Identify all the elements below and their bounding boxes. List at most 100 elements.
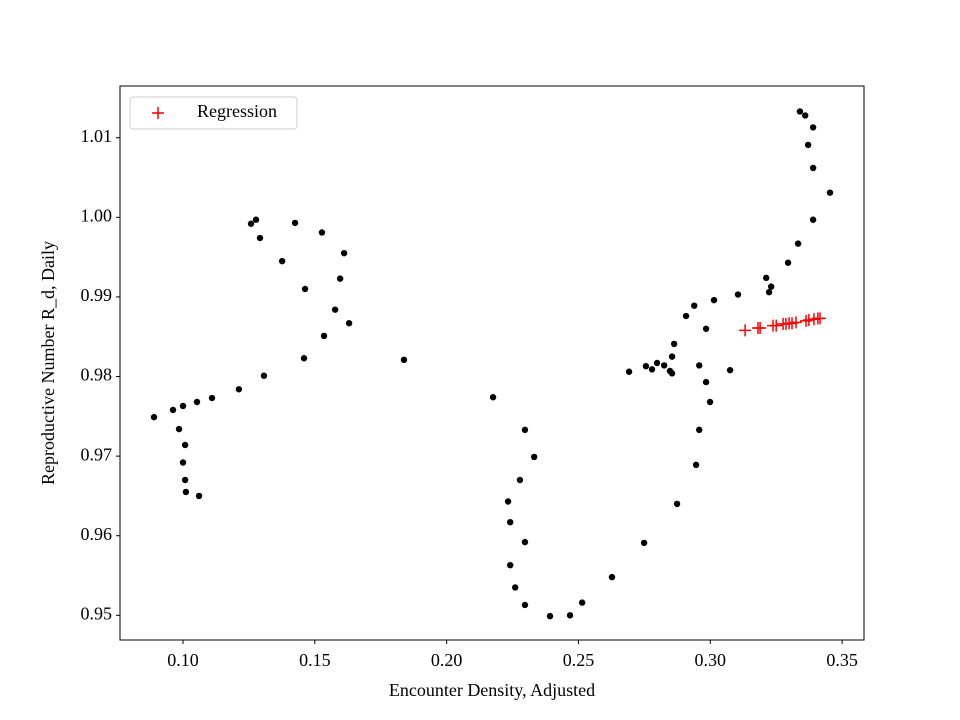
point	[208, 394, 216, 402]
point	[256, 234, 264, 242]
point	[291, 219, 299, 227]
point	[489, 394, 497, 401]
x-tick-label: 0.15	[299, 650, 331, 670]
point	[767, 283, 775, 290]
point	[660, 362, 668, 369]
point	[770, 319, 783, 332]
point	[804, 141, 812, 149]
point	[169, 406, 177, 414]
point	[826, 189, 834, 196]
point	[182, 488, 190, 496]
point	[300, 355, 308, 362]
point	[175, 425, 183, 433]
point	[809, 164, 817, 172]
point	[400, 356, 408, 364]
point	[260, 372, 268, 379]
point	[625, 368, 633, 375]
point	[726, 366, 734, 374]
point	[692, 461, 700, 469]
plot-frame	[119, 85, 865, 641]
point	[247, 220, 255, 227]
point	[765, 288, 773, 296]
point	[696, 362, 703, 369]
point	[802, 112, 809, 119]
point	[318, 229, 326, 236]
x-tick-label: 0.20	[431, 650, 463, 670]
point	[779, 317, 792, 330]
point	[150, 413, 158, 421]
point	[809, 216, 817, 223]
point	[702, 325, 710, 332]
point	[710, 296, 718, 304]
point	[530, 453, 538, 461]
point	[193, 398, 201, 406]
point	[642, 362, 650, 370]
y-tick-label: 0.99	[81, 285, 113, 305]
point	[794, 240, 802, 247]
point	[673, 500, 681, 508]
point	[734, 291, 742, 298]
point	[691, 302, 698, 309]
point	[653, 359, 661, 367]
point	[784, 259, 792, 266]
point	[278, 257, 286, 265]
point	[181, 441, 189, 449]
point	[340, 249, 348, 257]
point	[504, 498, 512, 505]
y-tick-label: 1.00	[81, 205, 113, 225]
point	[195, 492, 203, 500]
point	[670, 340, 678, 348]
point	[668, 353, 676, 360]
point	[235, 386, 243, 393]
point	[578, 599, 586, 606]
y-tick-label: 0.95	[81, 603, 113, 623]
point	[516, 476, 524, 484]
point	[640, 539, 648, 547]
y-tick-label: 0.96	[81, 524, 113, 544]
point	[754, 321, 767, 334]
legend-marker	[152, 107, 164, 119]
point	[345, 320, 353, 327]
point	[546, 612, 554, 620]
point	[179, 459, 187, 466]
point	[331, 306, 339, 313]
x-axis-label: Encounter Density, Adjusted	[389, 680, 595, 700]
point	[566, 612, 574, 619]
point	[648, 366, 656, 373]
point	[762, 274, 770, 282]
point	[739, 324, 752, 337]
point	[802, 314, 815, 327]
point	[608, 573, 616, 581]
y-axis-label: Reproductive Number R_d, Daily	[38, 241, 58, 485]
point	[796, 108, 804, 115]
point	[809, 124, 817, 131]
point	[521, 601, 529, 609]
legend-box	[129, 96, 298, 130]
point	[179, 402, 187, 410]
x-tick-label: 0.30	[695, 650, 727, 670]
point	[789, 316, 802, 329]
point	[506, 561, 514, 569]
point	[696, 426, 703, 434]
point	[799, 314, 812, 327]
point	[336, 275, 344, 282]
y-tick-label: 0.97	[81, 444, 113, 464]
point	[682, 312, 690, 320]
point	[512, 584, 519, 591]
x-tick-label: 0.10	[167, 650, 199, 670]
point	[320, 332, 328, 340]
y-tick-label: 1.01	[81, 126, 113, 146]
point	[521, 538, 529, 546]
point	[813, 312, 826, 325]
point	[702, 378, 710, 386]
point	[521, 426, 529, 434]
point	[252, 216, 260, 223]
point	[181, 476, 189, 484]
x-tick-label: 0.35	[826, 650, 858, 670]
point	[506, 518, 514, 526]
point	[668, 370, 676, 377]
legend-label: Regression	[197, 101, 277, 121]
point	[301, 285, 309, 293]
x-tick-label: 0.25	[563, 650, 595, 670]
